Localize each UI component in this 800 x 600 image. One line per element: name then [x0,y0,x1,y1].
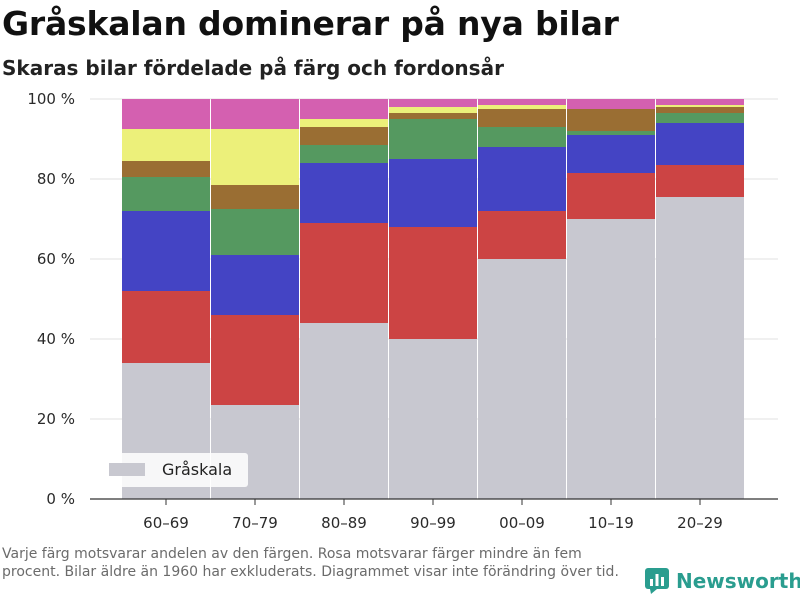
stacked-bar-chart: 0 % 20 % 40 % 60 % 80 % 100 % 60–69 70–79 80–89 9… [27,90,778,532]
bar-segment [211,209,299,255]
bar-segment [567,173,655,219]
bar-segment [122,129,210,161]
bar-segment [478,211,566,259]
chart-title: Gråskalan dominerar på nya bilar [2,4,619,43]
chart-subtitle: Skaras bilar fördelade på färg och fordo… [2,56,504,80]
y-tick-label: 0 % [46,490,75,508]
bar-segment [211,99,299,129]
bar-segment [567,219,655,499]
y-tick-label: 40 % [37,330,75,348]
bar-segment [656,107,744,113]
bar-segment [122,291,210,363]
bar-segment [567,109,655,131]
bar-segment [211,255,299,315]
y-tick-label: 20 % [37,410,75,428]
bar-segment [300,145,388,163]
bar-segment [300,223,388,323]
brand-logo: Newsworthy [645,568,800,594]
bar-segment [478,127,566,147]
y-tick-label: 100 % [27,90,75,108]
bar-segment [656,105,744,107]
bar-segment [389,99,477,107]
bar-segment [211,185,299,209]
x-tick-label: 90–99 [410,514,456,532]
bar-segment [567,99,655,109]
legend-label: Gråskala [162,460,232,479]
legend-swatch [109,463,145,476]
bar-segment [656,123,744,165]
bar-segment [300,99,388,119]
bar-segment [211,129,299,185]
y-tick-label: 60 % [37,250,75,268]
x-tick-label: 20–29 [677,514,723,532]
x-tick-label: 10–19 [588,514,634,532]
bar-segment [478,147,566,211]
bar-segment [478,109,566,127]
bar-segment [656,99,744,105]
bar-segment [389,159,477,227]
bar-segment [300,323,388,499]
bar-segment [389,339,477,499]
x-tick-label: 70–79 [232,514,278,532]
bar-segment [478,99,566,105]
bar-segment [478,259,566,499]
bar-segment [300,163,388,223]
legend-box [100,453,248,487]
bar-segment [389,119,477,159]
bar-segment [389,113,477,119]
bar-segment [567,131,655,135]
bar-segment [122,99,210,129]
bar-segment [478,105,566,109]
bar-segment [122,161,210,177]
x-tick-label: 00–09 [499,514,545,532]
newsworthy-logo-icon [645,568,669,594]
x-tick-label: 80–89 [321,514,367,532]
chart-caption: Varje färg motsvarar andelen av den färg… [2,546,619,580]
bar-segment [656,197,744,499]
x-tick-label: 60–69 [143,514,189,532]
brand-name: Newsworthy [676,569,800,593]
bar-segment [300,127,388,145]
bar-segment [389,227,477,339]
bar-segment [122,211,210,291]
bar-segment [567,135,655,173]
bar-segment [122,177,210,211]
bar-segment [211,315,299,405]
y-tick-label: 80 % [37,170,75,188]
bar-segment [389,107,477,113]
bar-segment [656,113,744,123]
bar-segment [656,165,744,197]
bar-segment [300,119,388,127]
